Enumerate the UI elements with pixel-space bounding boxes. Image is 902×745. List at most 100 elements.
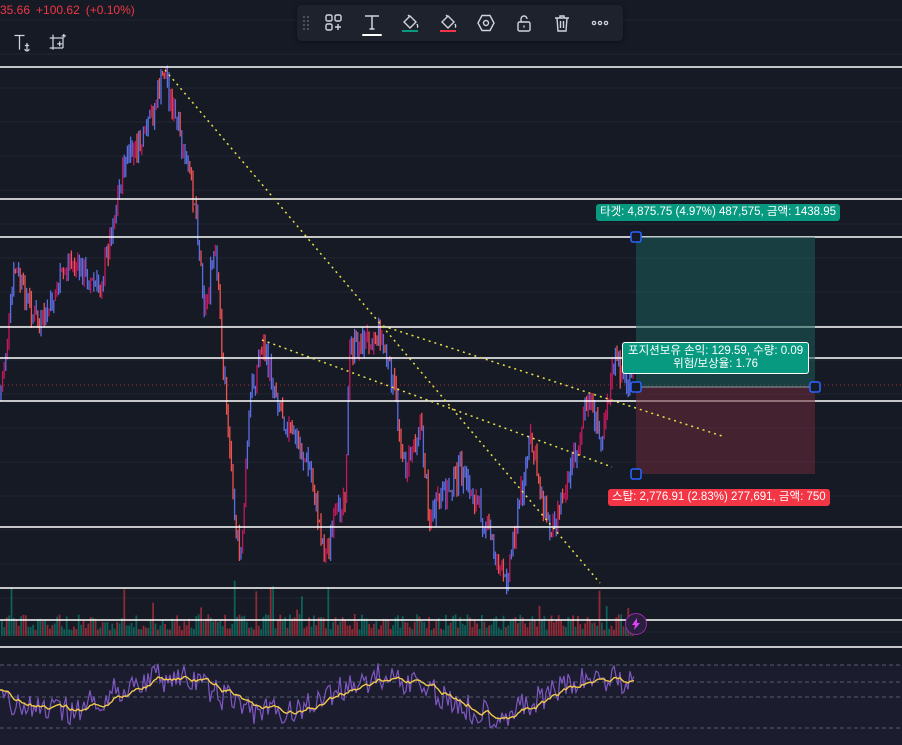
volume-bar — [94, 618, 97, 636]
settings-button[interactable] — [467, 5, 505, 41]
volume-bar — [104, 622, 106, 636]
price-change: +100.62 — [36, 3, 80, 17]
volume-bar — [375, 621, 378, 636]
volume-bar — [286, 627, 289, 636]
volume-bar — [253, 629, 255, 636]
volume-bar — [608, 628, 610, 636]
volume-bar — [75, 628, 78, 636]
volume-bar — [397, 615, 399, 636]
volume-bar — [70, 629, 73, 636]
indicator-alert-button[interactable] — [625, 613, 647, 635]
volume-bar — [109, 629, 111, 636]
volume-bar — [310, 626, 313, 636]
volume-bar — [361, 614, 363, 636]
volume-bar — [58, 614, 61, 636]
lock-button[interactable] — [505, 5, 543, 41]
drag-handle[interactable] — [297, 5, 315, 41]
volume-bar — [543, 616, 546, 636]
volume-bar — [411, 629, 414, 636]
templates-button[interactable] — [315, 5, 353, 41]
volume-bar — [3, 627, 6, 636]
volume-bar — [509, 619, 512, 636]
volume-bar — [471, 627, 474, 636]
volume-bar — [531, 616, 534, 636]
volume-bar — [392, 625, 394, 636]
volume-bar — [169, 629, 171, 636]
volume-bar — [39, 618, 42, 636]
volume-bar — [550, 615, 553, 636]
volume-bar — [565, 627, 567, 636]
volume-bar — [49, 628, 51, 636]
volume-bar — [334, 617, 337, 636]
volume-bar — [200, 607, 202, 636]
volume-bar — [274, 628, 277, 636]
volume-bar — [512, 618, 514, 636]
volume-bar — [358, 629, 361, 636]
rsi-pane — [0, 663, 902, 745]
hexagon-gear-icon — [477, 14, 495, 32]
volume-bar — [401, 616, 404, 636]
volume-bar — [68, 629, 70, 636]
add-frame-tool[interactable] — [45, 30, 71, 56]
lightning-icon — [632, 618, 640, 630]
volume-bar — [423, 622, 426, 636]
volume-bar — [560, 619, 562, 636]
volume-bar — [212, 621, 214, 636]
volume-bar — [591, 623, 594, 636]
volume-bar — [265, 614, 267, 636]
volume-bar — [85, 628, 87, 636]
trendlines[interactable] — [164, 69, 723, 584]
volume-bar — [610, 625, 613, 636]
delete-button[interactable] — [543, 5, 581, 41]
volume-bar — [394, 617, 397, 636]
volume-bar — [473, 620, 476, 636]
volume-bar — [260, 629, 262, 636]
volume-bar — [269, 587, 272, 636]
position-handles[interactable] — [630, 231, 821, 480]
volume-bar — [236, 616, 238, 636]
volume-bar — [195, 616, 198, 636]
volume-bar — [363, 618, 366, 636]
volume-bar — [536, 626, 538, 636]
volume-bar — [241, 616, 243, 636]
text-anchor-tool[interactable] — [9, 30, 35, 56]
volume-bar — [416, 614, 418, 636]
price-readout: 35.66 +100.62 (+0.10%) — [0, 3, 141, 17]
trendline — [261, 339, 613, 468]
volume-bar — [349, 625, 351, 636]
price-change-percent: (+0.10%) — [85, 3, 135, 17]
volume-bar — [135, 615, 138, 636]
volume-bar — [315, 625, 318, 636]
volume-bar — [77, 614, 80, 636]
more-button[interactable] — [581, 5, 619, 41]
stop-color-button[interactable] — [429, 5, 467, 41]
volume-bar — [248, 627, 250, 636]
text-button[interactable] — [353, 5, 391, 41]
drag-handle — [630, 468, 642, 480]
volume-bar — [329, 629, 332, 636]
volume-bar — [454, 614, 457, 636]
volume-bar — [123, 589, 126, 636]
volume-bar — [113, 628, 116, 636]
volume-bar — [65, 616, 68, 636]
volume-bar — [73, 626, 75, 636]
volume-bar — [557, 615, 560, 636]
volume-bar — [526, 627, 529, 636]
volume-bar — [229, 628, 231, 636]
volume-bar — [80, 624, 82, 636]
volume-bar — [488, 625, 490, 636]
volume-bar — [327, 586, 330, 636]
volume-bar — [207, 614, 210, 636]
volume-bar — [128, 625, 130, 636]
volume-bar — [97, 629, 99, 636]
volume-bar — [13, 617, 15, 636]
volume-bar — [356, 621, 358, 636]
volume-bar — [346, 625, 349, 636]
rsi-ma-line — [0, 675, 635, 720]
volume-bar — [579, 624, 582, 636]
fill-color-button[interactable] — [391, 5, 429, 41]
volume-bar — [219, 620, 222, 636]
volume-bar — [553, 622, 555, 636]
volume-bar — [17, 626, 20, 636]
